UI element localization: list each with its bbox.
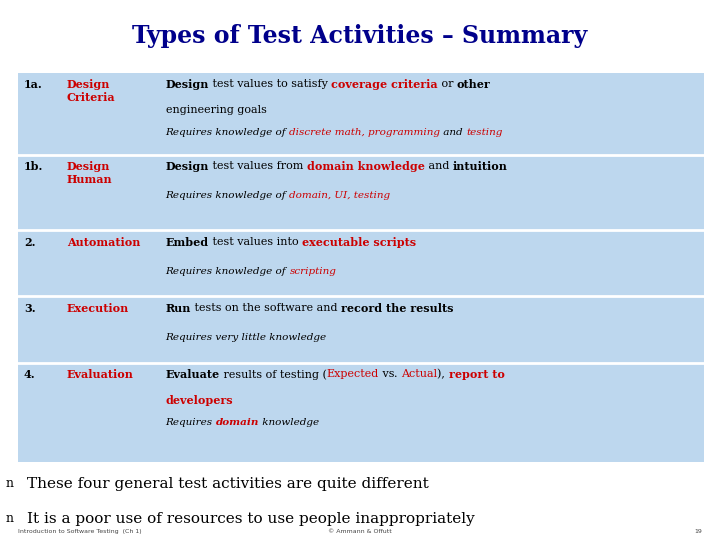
Text: Actual: Actual bbox=[401, 369, 438, 379]
Text: tests on the software and: tests on the software and bbox=[191, 303, 341, 313]
Text: coverage criteria: coverage criteria bbox=[331, 79, 438, 90]
Text: ),: ), bbox=[438, 369, 449, 380]
Text: Design
Human: Design Human bbox=[67, 161, 112, 185]
Text: © Ammann & Offutt: © Ammann & Offutt bbox=[328, 529, 392, 534]
Text: Types of Test Activities – Summary: Types of Test Activities – Summary bbox=[132, 24, 588, 48]
Text: Requires: Requires bbox=[166, 417, 216, 427]
Text: other: other bbox=[457, 79, 491, 90]
Text: .: . bbox=[395, 369, 401, 379]
Text: executable scripts: executable scripts bbox=[302, 237, 416, 248]
Text: These four general test activities are quite different: These four general test activities are q… bbox=[27, 477, 429, 491]
Text: domain, UI, testing: domain, UI, testing bbox=[289, 191, 391, 200]
Text: domain: domain bbox=[216, 417, 259, 427]
Text: 1b.: 1b. bbox=[24, 161, 43, 172]
Text: and: and bbox=[441, 128, 467, 137]
Text: Design: Design bbox=[166, 161, 209, 172]
Text: scripting: scripting bbox=[289, 267, 336, 276]
Text: Embed: Embed bbox=[166, 237, 209, 248]
Text: 4.: 4. bbox=[24, 369, 35, 380]
Text: report to: report to bbox=[449, 369, 505, 380]
Text: developers: developers bbox=[166, 395, 233, 406]
Text: Design: Design bbox=[166, 79, 209, 90]
Text: results of testing (: results of testing ( bbox=[220, 369, 327, 380]
Text: 2.: 2. bbox=[24, 237, 35, 248]
Text: Evaluation: Evaluation bbox=[67, 369, 134, 380]
Text: and: and bbox=[425, 161, 453, 171]
Text: vs: vs bbox=[379, 369, 395, 379]
Text: n: n bbox=[6, 477, 14, 490]
Text: Execution: Execution bbox=[67, 303, 129, 314]
Text: or: or bbox=[438, 79, 457, 90]
Text: knowledge: knowledge bbox=[259, 417, 320, 427]
Text: n: n bbox=[6, 512, 14, 525]
Text: testing: testing bbox=[467, 128, 503, 137]
Text: Expected: Expected bbox=[327, 369, 379, 379]
Text: Introduction to Software Testing  (Ch 1): Introduction to Software Testing (Ch 1) bbox=[18, 529, 142, 534]
Bar bbox=[18, 73, 704, 462]
Text: test values into: test values into bbox=[209, 237, 302, 247]
Text: record the results: record the results bbox=[341, 303, 454, 314]
Text: engineering goals: engineering goals bbox=[166, 105, 266, 116]
Text: discrete math, programming: discrete math, programming bbox=[289, 128, 441, 137]
Text: Design
Criteria: Design Criteria bbox=[67, 79, 116, 103]
Text: domain knowledge: domain knowledge bbox=[307, 161, 425, 172]
Text: Requires very little knowledge: Requires very little knowledge bbox=[166, 333, 327, 342]
Text: Automation: Automation bbox=[67, 237, 140, 248]
Text: Run: Run bbox=[166, 303, 191, 314]
Text: Requires knowledge of: Requires knowledge of bbox=[166, 128, 289, 137]
Text: test values from: test values from bbox=[209, 161, 307, 171]
Text: test values to satisfy: test values to satisfy bbox=[209, 79, 331, 90]
Text: 19: 19 bbox=[694, 529, 702, 534]
Text: 3.: 3. bbox=[24, 303, 35, 314]
Text: intuition: intuition bbox=[453, 161, 508, 172]
Text: Requires knowledge of: Requires knowledge of bbox=[166, 191, 289, 200]
Text: It is a poor use of resources to use people inappropriately: It is a poor use of resources to use peo… bbox=[27, 512, 475, 526]
Text: 1a.: 1a. bbox=[24, 79, 42, 90]
Text: Requires knowledge of: Requires knowledge of bbox=[166, 267, 289, 276]
Text: Evaluate: Evaluate bbox=[166, 369, 220, 380]
